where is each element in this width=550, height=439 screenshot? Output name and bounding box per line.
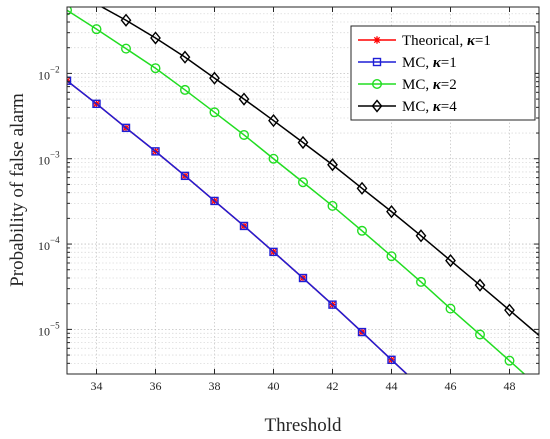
data-point xyxy=(120,13,132,27)
legend-label: MC, κ=1 xyxy=(402,55,457,71)
data-point xyxy=(298,273,308,283)
data-point xyxy=(298,177,309,188)
legend-marker xyxy=(372,57,382,67)
legend-marker xyxy=(372,78,383,89)
data-point xyxy=(179,50,191,64)
data-point xyxy=(150,31,161,45)
data-point xyxy=(151,147,160,156)
data-point xyxy=(92,99,101,109)
series-line xyxy=(100,7,539,336)
y-tick-labels: 10−5 10−4 10−3 10−2 xyxy=(38,64,60,338)
x-tick-label: 44 xyxy=(386,379,398,393)
data-point xyxy=(445,303,456,314)
legend-entry: Theorical, κ=1 xyxy=(358,33,491,49)
y-tick-label: 10−5 xyxy=(38,320,60,338)
legend-marker xyxy=(373,36,381,44)
data-point xyxy=(268,153,279,164)
data-point xyxy=(120,43,131,54)
data-point xyxy=(209,107,220,118)
x-axis-title: Threshold xyxy=(264,415,342,436)
x-tick-label: 40 xyxy=(268,379,280,393)
ticks xyxy=(67,6,539,375)
data-point xyxy=(386,205,397,219)
x-tick-label: 34 xyxy=(91,379,103,393)
legend-entry: MC, κ=4 xyxy=(358,99,457,115)
series-line xyxy=(67,9,526,374)
data-point xyxy=(445,253,456,268)
x-tick-label: 46 xyxy=(445,379,457,393)
data-point xyxy=(387,355,396,365)
data-point xyxy=(357,225,368,236)
data-point xyxy=(297,135,309,150)
data-point xyxy=(356,181,368,195)
data-point xyxy=(179,84,190,95)
x-tick-label: 42 xyxy=(327,379,339,393)
data-point xyxy=(327,158,338,172)
data-point xyxy=(268,113,279,128)
data-point xyxy=(238,92,250,106)
data-point xyxy=(475,329,486,340)
legend-marker xyxy=(371,99,383,113)
data-point xyxy=(239,221,249,231)
series-4 xyxy=(100,7,539,336)
legend: Theorical, κ=1 MC, κ=1 MC, κ=2 MC, κ=4 xyxy=(350,25,536,121)
data-point xyxy=(210,196,219,206)
x-tick-labels: 34 36 38 40 42 44 46 48 xyxy=(91,379,516,393)
data-point xyxy=(121,123,131,133)
legend-entry: MC, κ=1 xyxy=(358,55,457,71)
data-point xyxy=(238,129,249,140)
legend-label: MC, κ=2 xyxy=(402,77,457,93)
y-tick-label: 10−3 xyxy=(38,150,60,168)
legend-items: Theorical, κ=1 MC, κ=1 MC, κ=2 MC, κ=4 xyxy=(358,33,491,115)
data-point xyxy=(357,327,367,337)
series-line xyxy=(67,80,408,374)
legend-entry: MC, κ=2 xyxy=(358,77,457,93)
legend-box xyxy=(350,25,536,121)
y-tick-label: 10−2 xyxy=(38,64,60,82)
data-point xyxy=(504,355,515,366)
x-tick-label: 36 xyxy=(150,379,162,393)
data-point xyxy=(474,278,486,292)
data-point xyxy=(386,251,397,262)
data-point xyxy=(180,171,190,181)
y-axis-title: Probability of false alarm xyxy=(7,93,28,287)
plot-frame xyxy=(66,6,540,375)
x-tick-label: 38 xyxy=(209,379,221,393)
data-point xyxy=(504,303,515,317)
data-point xyxy=(415,229,427,243)
data-point xyxy=(67,76,72,85)
series-lines xyxy=(67,7,539,374)
legend-label: MC, κ=4 xyxy=(402,99,457,115)
data-point xyxy=(328,300,337,309)
data-point xyxy=(269,247,278,257)
data-point xyxy=(91,24,102,35)
data-point xyxy=(150,63,161,74)
data-point xyxy=(209,71,220,85)
series-2 xyxy=(67,76,408,374)
data-point xyxy=(327,200,338,211)
legend-label: Theorical, κ=1 xyxy=(402,33,491,49)
x-tick-label: 48 xyxy=(504,379,516,393)
y-tick-label: 10−4 xyxy=(38,235,60,253)
data-point xyxy=(416,276,427,287)
